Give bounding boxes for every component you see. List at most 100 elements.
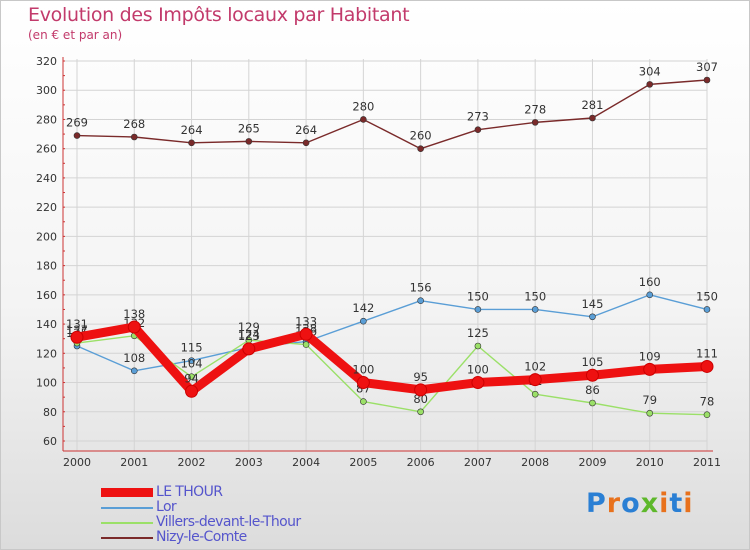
data-point-villers-devant-le-thour xyxy=(188,373,195,380)
data-point-villers-devant-le-thour xyxy=(474,342,482,350)
y-tick-label: 140 xyxy=(36,318,57,331)
data-point-le-thour xyxy=(356,376,370,390)
logo-letter: i xyxy=(659,488,670,519)
data-point-villers-devant-le-thour xyxy=(360,398,367,405)
proxiti-logo: Proxiti xyxy=(586,488,694,519)
y-tick-label: 160 xyxy=(36,289,57,302)
x-tick-label: 2002 xyxy=(178,456,206,469)
legend-label-lor: Lor xyxy=(156,499,177,515)
data-point-nizy-le-comte xyxy=(73,132,81,139)
data-label-le-thour: 138 xyxy=(123,307,145,321)
x-tick-label: 2003 xyxy=(235,456,263,469)
data-label-lor: 150 xyxy=(467,289,489,303)
y-tick-label: 280 xyxy=(36,113,57,126)
x-tick-label: 2000 xyxy=(63,456,91,469)
y-tick-label: 200 xyxy=(36,230,57,243)
series-line-le-thour xyxy=(72,322,712,396)
data-label-lor: 124 xyxy=(238,327,260,341)
data-label-villers-devant-le-thour: 78 xyxy=(700,395,715,409)
chart-title: Evolution des Impôts locaux par Habitant xyxy=(28,4,410,26)
logo-letter: t xyxy=(669,488,684,519)
data-label-lor: 150 xyxy=(524,289,546,303)
data-label-nizy-le-comte: 265 xyxy=(238,121,260,135)
data-label-le-thour: 133 xyxy=(295,314,317,328)
data-point-le-thour xyxy=(471,376,485,390)
data-point-nizy-le-comte xyxy=(417,145,424,152)
data-label-nizy-le-comte: 273 xyxy=(467,110,489,124)
data-point-nizy-le-comte xyxy=(302,139,310,147)
data-point-nizy-le-comte xyxy=(589,114,596,122)
data-point-villers-devant-le-thour xyxy=(703,411,711,418)
data-point-nizy-le-comte xyxy=(130,133,138,141)
x-tick-label: 2010 xyxy=(636,456,664,469)
data-point-lor xyxy=(703,306,711,313)
legend-label-villers: Villers-devant-le-Thour xyxy=(156,514,301,530)
data-label-nizy-le-comte: 307 xyxy=(696,60,718,74)
data-point-nizy-le-comte xyxy=(646,81,654,88)
data-label-villers-devant-le-thour: 79 xyxy=(642,393,657,407)
data-point-le-thour xyxy=(643,362,657,376)
x-tick-label: 2001 xyxy=(120,456,148,469)
y-tick-label: 240 xyxy=(36,172,57,185)
y-tick-label: 60 xyxy=(43,435,57,448)
data-point-le-thour xyxy=(414,383,428,397)
y-tick-label: 300 xyxy=(36,84,57,97)
data-label-le-thour: 111 xyxy=(696,346,718,360)
data-point-nizy-le-comte xyxy=(531,119,539,126)
data-point-villers-devant-le-thour xyxy=(417,408,424,416)
data-label-lor: 115 xyxy=(181,341,203,355)
data-point-le-thour xyxy=(700,359,714,373)
data-label-nizy-le-comte: 281 xyxy=(581,98,603,112)
data-label-lor: 108 xyxy=(123,351,145,365)
data-point-lor xyxy=(531,306,539,313)
data-label-lor: 150 xyxy=(696,289,718,303)
y-tick-label: 100 xyxy=(36,377,57,390)
logo-letter: r xyxy=(606,488,622,519)
data-point-le-thour xyxy=(127,320,141,334)
data-point-le-thour xyxy=(185,384,199,398)
data-label-le-thour: 109 xyxy=(639,349,661,363)
data-label-le-thour: 105 xyxy=(581,355,603,369)
data-point-lor xyxy=(589,313,596,321)
legend-swatch-le-thour xyxy=(101,488,153,497)
data-label-le-thour: 102 xyxy=(524,360,546,374)
data-label-le-thour: 95 xyxy=(413,370,428,384)
legend-label-nizy: Nizy-le-Comte xyxy=(156,529,247,545)
x-tick-label: 2008 xyxy=(521,456,549,469)
series-line-nizy-le-comte xyxy=(76,79,708,150)
logo-letter: i xyxy=(683,488,694,519)
data-label-nizy-le-comte: 264 xyxy=(181,123,203,137)
data-label-villers-devant-le-thour: 80 xyxy=(413,392,428,406)
x-tick-label: 2006 xyxy=(407,456,435,469)
y-tick-label: 220 xyxy=(36,201,57,214)
chart-subtitle: (en € et par an) xyxy=(28,28,123,42)
data-point-nizy-le-comte xyxy=(245,138,253,145)
x-tick-label: 2009 xyxy=(578,456,606,469)
legend-label-le-thour: LE THOUR xyxy=(156,484,223,500)
data-label-nizy-le-comte: 269 xyxy=(66,116,88,130)
data-label-le-thour: 123 xyxy=(238,329,260,343)
data-label-le-thour: 100 xyxy=(352,363,374,377)
data-label-nizy-le-comte: 260 xyxy=(410,129,432,143)
data-label-nizy-le-comte: 264 xyxy=(295,123,317,137)
data-point-villers-devant-le-thour xyxy=(589,399,596,407)
data-point-villers-devant-le-thour xyxy=(646,409,654,417)
logo-letter: x xyxy=(640,488,660,519)
legend-swatch-nizy xyxy=(101,537,153,539)
y-tick-label: 260 xyxy=(36,143,57,156)
data-label-le-thour: 94 xyxy=(184,371,199,385)
data-label-villers-devant-le-thour: 125 xyxy=(467,326,489,340)
data-point-le-thour xyxy=(585,368,599,382)
data-point-le-thour xyxy=(528,373,542,387)
data-label-lor: 156 xyxy=(410,281,432,295)
data-label-villers-devant-le-thour: 86 xyxy=(585,383,600,397)
data-point-nizy-le-comte xyxy=(360,116,367,123)
y-tick-label: 320 xyxy=(36,55,57,68)
logo-letter: o xyxy=(621,488,641,519)
data-label-nizy-le-comte: 268 xyxy=(123,117,145,131)
data-label-nizy-le-comte: 304 xyxy=(639,64,661,78)
x-tick-label: 2005 xyxy=(349,456,377,469)
data-label-lor: 145 xyxy=(581,297,603,311)
